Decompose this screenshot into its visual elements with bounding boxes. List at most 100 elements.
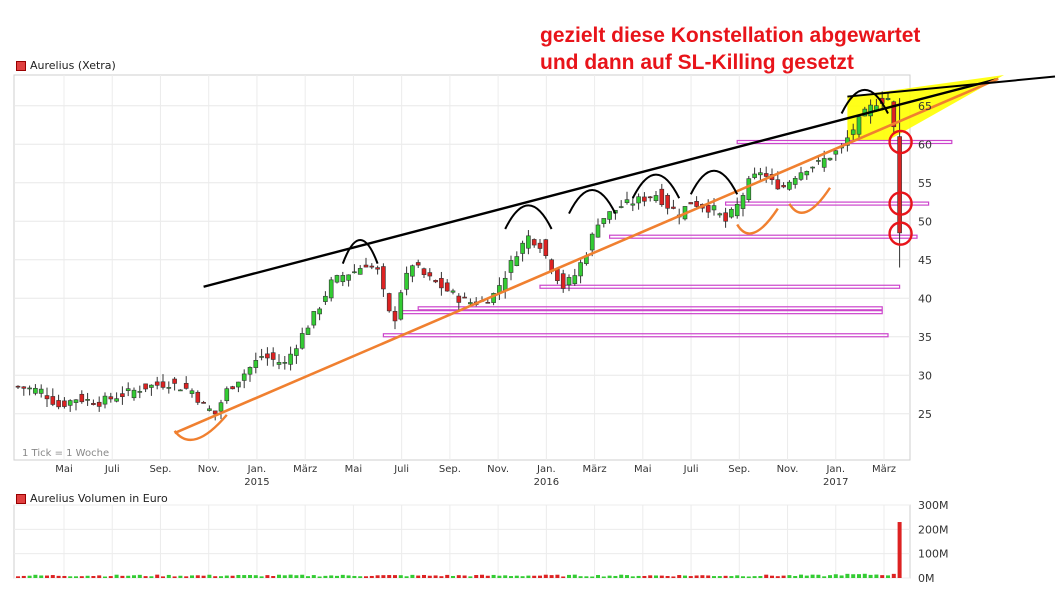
volume-bar — [155, 574, 160, 578]
volume-bar — [799, 574, 803, 578]
candle-body — [79, 393, 85, 403]
support-level — [724, 201, 930, 206]
volume-bar — [317, 576, 322, 578]
candle-body — [752, 173, 757, 178]
candle-body — [15, 385, 21, 388]
volume-bar — [717, 576, 722, 578]
volume-bar — [33, 574, 38, 578]
circle-mark — [888, 129, 913, 155]
volume-bar — [224, 575, 229, 578]
volume-bar — [630, 576, 635, 578]
candle-body — [705, 204, 711, 213]
volume-bar — [340, 574, 345, 578]
candle-body — [723, 212, 728, 222]
candle-body — [91, 403, 96, 405]
candle-body — [33, 387, 38, 394]
candle-body — [201, 402, 206, 404]
candle-body — [102, 395, 108, 405]
volume-bar — [758, 576, 763, 578]
candle-body — [137, 391, 143, 393]
candle-body — [462, 296, 467, 299]
volume-bar — [764, 574, 769, 578]
candle-body — [792, 178, 798, 185]
volume-bar — [816, 574, 821, 578]
candle-body — [816, 160, 821, 162]
candle-body — [856, 116, 862, 135]
volume-bar — [242, 575, 247, 578]
support-level — [608, 234, 918, 239]
candle-body — [450, 290, 456, 293]
candle-body — [294, 348, 299, 356]
volume-bar — [775, 576, 780, 578]
x-tick-label: Sep. — [728, 464, 750, 475]
volume-bar — [143, 576, 148, 578]
volume-bar — [381, 575, 386, 578]
volume-bar — [190, 575, 194, 578]
volume-bar — [781, 575, 786, 578]
volume-bar — [729, 576, 734, 578]
volume-bar — [161, 576, 165, 578]
candle-body — [96, 401, 102, 407]
volume-bar — [659, 575, 664, 578]
top-arc — [689, 169, 739, 195]
candle-body — [56, 400, 61, 408]
candle-body — [729, 208, 734, 218]
volume-bar — [265, 575, 270, 578]
volume-bar — [549, 575, 554, 578]
volume-bar — [868, 574, 873, 578]
volume-bar — [619, 574, 624, 578]
volume-bar — [485, 575, 490, 578]
volume-bar — [694, 575, 699, 578]
price-legend-label: Aurelius (Xetra) — [30, 59, 116, 72]
candle-body — [311, 311, 317, 326]
volume-bar — [120, 575, 125, 578]
volume-bar — [288, 574, 293, 578]
volume-bar — [503, 575, 508, 578]
support-level — [382, 333, 889, 338]
price-legend-swatch — [16, 60, 26, 71]
candle-body — [67, 400, 73, 406]
volume-bar — [555, 574, 560, 578]
top-arc — [840, 88, 889, 114]
candle-body — [154, 381, 160, 386]
price-frame — [13, 74, 911, 461]
volume-bar — [572, 574, 577, 578]
candle-body — [183, 382, 189, 389]
candle-body — [444, 282, 450, 292]
volume-y-tick-label: 200M — [918, 523, 949, 536]
candle-body — [357, 268, 363, 275]
highlight-zone — [847, 75, 1004, 141]
volume-bar — [97, 575, 102, 578]
volume-bar — [329, 575, 334, 578]
volume-bar — [665, 575, 670, 578]
volume-bar — [311, 575, 316, 578]
candle-body — [502, 277, 508, 291]
candle-body — [328, 279, 334, 299]
y-tick-label: 35 — [918, 331, 932, 344]
volume-bar — [335, 575, 339, 578]
candle-body — [897, 136, 902, 234]
candle-body — [543, 239, 549, 256]
volume-bar — [497, 575, 502, 578]
bottom-arc — [788, 187, 832, 214]
volume-bar — [439, 576, 444, 578]
candle-body — [740, 195, 746, 209]
volume-bar — [62, 575, 67, 578]
volume-bar — [172, 576, 177, 578]
volume-bar — [346, 575, 351, 578]
trendline-orange — [174, 77, 999, 435]
candle-body — [323, 295, 328, 302]
x-axis-ticks: Mai Juli Sep. Nov. Jan. 2015 März Mai Juli Sep. No… — [55, 464, 896, 488]
volume-bar — [300, 574, 305, 578]
price-legend: Aurelius (Xetra) — [16, 59, 116, 72]
volume-bar — [358, 576, 363, 578]
y-tick-label: 50 — [918, 215, 932, 228]
candle-body — [44, 395, 50, 400]
candle-body — [885, 98, 891, 100]
x-tick-label: Juli — [683, 464, 699, 475]
candle-body — [218, 402, 224, 412]
candle-body — [810, 166, 815, 169]
volume-bar — [132, 575, 136, 578]
volume-bar — [683, 575, 687, 578]
volume-bar — [491, 574, 496, 578]
